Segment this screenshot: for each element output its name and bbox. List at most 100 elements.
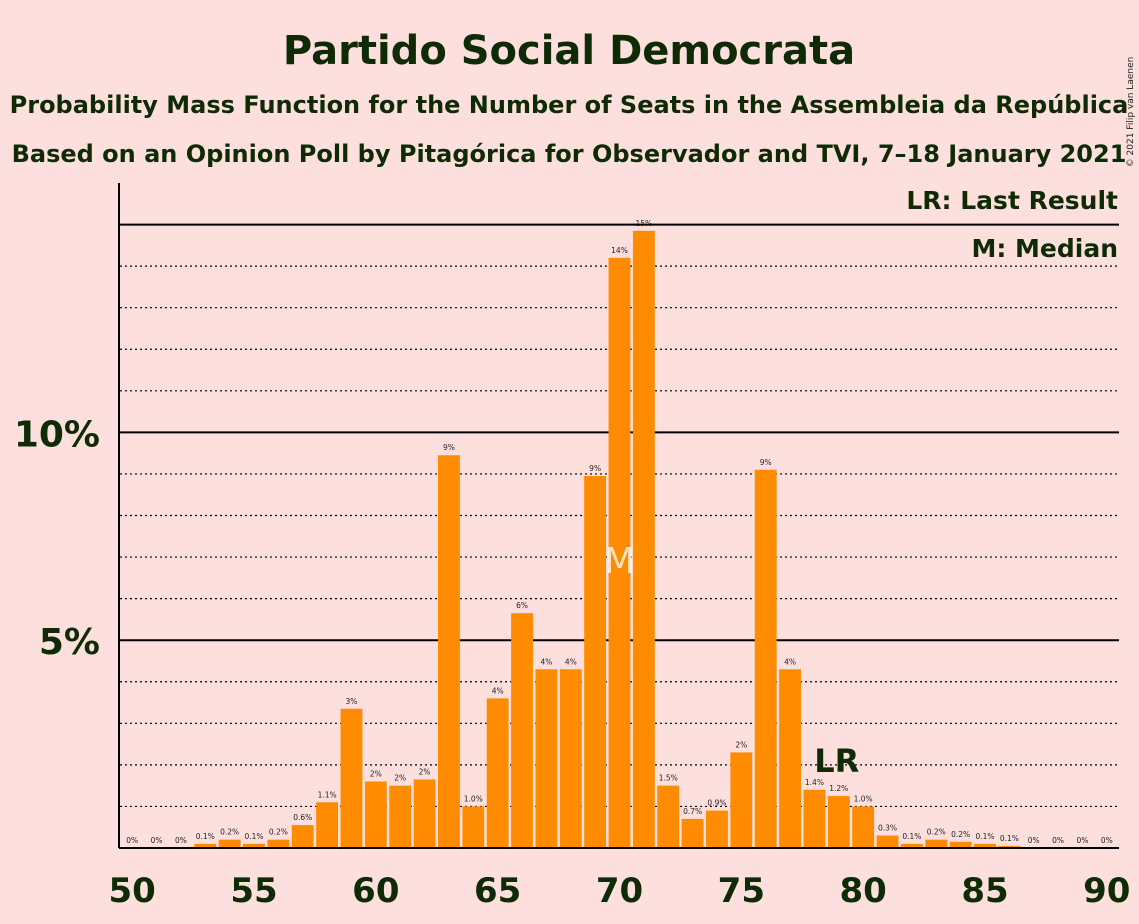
data-label-seat-56: 0.2% (269, 828, 288, 837)
bar-seat-77 (779, 669, 801, 848)
bars (194, 230, 1021, 848)
x-tick-label: 90 (1083, 871, 1130, 911)
bar-seat-83 (925, 839, 948, 848)
bar-seat-75 (730, 752, 753, 848)
x-tick-label: 55 (230, 871, 277, 911)
data-label-seat-78: 1.4% (805, 778, 824, 787)
data-label-seat-73: 0.7% (683, 807, 702, 816)
data-label-seat-58: 1.1% (318, 790, 337, 799)
bar-seat-82 (900, 843, 923, 848)
bar-seat-70 (608, 257, 631, 848)
data-label-seat-88: 0% (1052, 836, 1064, 845)
data-label-seat-79: 1.2% (829, 784, 848, 793)
data-label-seat-84: 0.2% (951, 830, 970, 839)
bar-seat-61 (389, 785, 412, 848)
x-tick-label: 60 (352, 871, 399, 911)
bar-seat-59 (340, 708, 363, 848)
data-label-seat-51: 0% (151, 836, 163, 845)
data-label-seat-59: 3% (346, 697, 358, 706)
grid-lines (120, 223, 1119, 808)
data-label-seat-60: 2% (370, 770, 382, 779)
bar-seat-73 (681, 818, 704, 848)
data-label-seat-90: 0% (1101, 836, 1113, 845)
data-label-seat-74: 0.9% (707, 799, 726, 808)
bar-seat-76 (754, 469, 777, 848)
y-axis-ticks: 5% 10% (14, 414, 100, 663)
bar-seat-80 (852, 806, 875, 848)
bar-seat-63 (438, 455, 460, 848)
bar-seat-68 (559, 669, 582, 848)
data-label-seat-62: 2% (419, 767, 431, 776)
bar-seat-86 (998, 845, 1021, 848)
data-label-seat-64: 1.0% (464, 794, 483, 803)
data-label-seat-68: 4% (565, 657, 577, 666)
last-result-marker: LR (814, 742, 859, 780)
data-label-seat-54: 0.2% (220, 828, 239, 837)
bar-seat-54 (218, 839, 241, 848)
median-marker: M (604, 541, 635, 582)
copyright: © 2021 Filip van Laenen (1126, 57, 1136, 168)
y-tick-label: 10% (14, 414, 100, 455)
data-label-seat-81: 0.3% (878, 824, 897, 833)
chart-subtitle-2: Based on an Opinion Poll by Pitagórica f… (12, 140, 1127, 168)
data-label-seat-82: 0.1% (902, 832, 921, 841)
bar-seat-79 (827, 796, 850, 848)
data-label-seat-50: 0% (126, 836, 138, 845)
bar-seat-64 (462, 806, 485, 848)
bar-seat-66 (511, 613, 533, 848)
bar-seat-60 (364, 781, 387, 848)
x-tick-label: 70 (596, 871, 643, 911)
data-label-seat-69: 9% (589, 464, 601, 473)
data-label-seat-63: 9% (443, 443, 455, 452)
data-label-seat-53: 0.1% (196, 832, 215, 841)
bar-seat-56 (267, 839, 290, 848)
data-label-seat-55: 0.1% (244, 832, 263, 841)
bar-seat-69 (584, 476, 607, 848)
x-tick-label: 50 (109, 871, 156, 911)
bar-seat-71 (632, 230, 655, 848)
bar-seat-74 (706, 810, 728, 848)
data-label-seat-71: 15% (636, 219, 653, 228)
chart-title: Partido Social Democrata (283, 28, 855, 74)
x-tick-label: 80 (839, 871, 886, 911)
data-label-seat-83: 0.2% (927, 828, 946, 837)
bar-seat-55 (243, 843, 265, 848)
data-label-seat-65: 4% (492, 686, 504, 695)
x-axis-ticks: 50 55 60 65 70 75 80 85 90 (109, 871, 1131, 911)
data-label-seat-66: 6% (516, 601, 528, 610)
bar-seat-81 (876, 835, 899, 848)
bar-seat-65 (486, 698, 509, 848)
data-label-seat-80: 1.0% (854, 794, 873, 803)
bar-seat-67 (535, 669, 558, 848)
bar-seat-84 (949, 841, 972, 848)
bar-seat-53 (194, 843, 217, 848)
data-label-seat-75: 2% (735, 740, 747, 749)
bar-labels: 0% 0% 0% 0.1% 0.2% 0.1% 0.2% 0.6% 1.1% 3% 2% 2% 2% 9%… (126, 219, 1113, 845)
legend-median: M: Median (971, 234, 1118, 263)
data-label-seat-77: 4% (784, 657, 796, 666)
markers: M LR (604, 541, 859, 780)
data-label-seat-70: 14% (611, 246, 628, 255)
data-label-seat-67: 4% (540, 657, 552, 666)
chart-subtitle-1: Probability Mass Function for the Number… (10, 91, 1129, 119)
data-label-seat-52: 0% (175, 836, 187, 845)
bar-seat-78 (803, 789, 826, 848)
data-label-seat-61: 2% (394, 774, 406, 783)
bar-seat-62 (413, 779, 436, 848)
x-tick-label: 65 (474, 871, 521, 911)
bar-seat-85 (974, 843, 996, 848)
data-label-seat-85: 0.1% (975, 832, 994, 841)
x-tick-label: 85 (961, 871, 1008, 911)
bar-seat-58 (316, 802, 339, 848)
data-label-seat-76: 9% (760, 458, 772, 467)
data-label-seat-87: 0% (1028, 836, 1040, 845)
bar-seat-72 (657, 785, 680, 848)
x-tick-label: 75 (718, 871, 765, 911)
bar-seat-57 (291, 825, 314, 848)
y-tick-label: 5% (39, 622, 100, 663)
data-label-seat-86: 0.1% (1000, 834, 1019, 843)
data-label-seat-89: 0% (1076, 836, 1088, 845)
data-label-seat-72: 1.5% (659, 774, 678, 783)
legend-last-result: LR: Last Result (906, 186, 1118, 215)
